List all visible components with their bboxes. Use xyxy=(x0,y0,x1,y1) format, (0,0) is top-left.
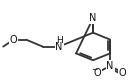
Text: O: O xyxy=(119,68,127,78)
Text: O: O xyxy=(10,35,17,45)
Text: N: N xyxy=(55,42,63,52)
Text: N: N xyxy=(89,13,97,23)
Text: N: N xyxy=(106,61,114,71)
Text: −: − xyxy=(91,65,97,74)
Text: H: H xyxy=(56,36,63,45)
Text: O: O xyxy=(93,68,101,78)
